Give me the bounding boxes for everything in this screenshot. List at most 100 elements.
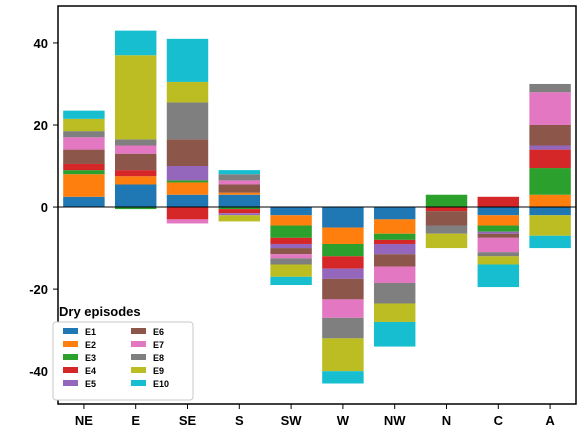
x-tick-label-se: SE [179, 413, 197, 428]
bar-w-e6 [322, 278, 364, 300]
bar-nw-e6 [373, 254, 416, 267]
bar-c-e3 [477, 225, 520, 232]
bar-w-e3 [322, 243, 364, 257]
legend-label-e3: E3 [85, 353, 96, 363]
bar-se-e2 [166, 182, 209, 195]
bar-w-e8 [322, 317, 364, 339]
x-tick-label-ne: NE [75, 413, 93, 428]
bar-sw-e5 [270, 243, 312, 249]
y-axis: -40 -20 0 20 40 [29, 36, 58, 379]
bar-ne-e8 [63, 131, 105, 138]
legend-label-e4: E4 [85, 366, 96, 376]
legend-title: Dry episodes [59, 304, 141, 319]
bar-se-e9 [166, 81, 209, 103]
legend-label-e10: E10 [153, 379, 169, 389]
bar-w-e4 [322, 256, 364, 269]
legend-swatch-e6 [131, 328, 146, 334]
bar-c-e2 [477, 215, 520, 226]
bar-a-e9 [529, 215, 571, 236]
bar-ne-e7 [63, 137, 105, 150]
bar-c-e9 [477, 256, 520, 265]
bar-se-e6 [166, 139, 209, 167]
legend-swatch-e4 [63, 367, 78, 373]
bar-a-e7 [529, 92, 571, 125]
bar-nw-e7 [373, 266, 416, 283]
y-tick-label: -20 [29, 282, 48, 297]
legend-swatch-e5 [63, 380, 78, 386]
bar-ne-e10 [63, 110, 105, 119]
bar-n-e9 [425, 233, 468, 249]
bar-ne-e9 [63, 118, 105, 132]
bar-w-e10 [322, 371, 364, 384]
x-tick-label-c: C [494, 413, 504, 428]
x-tick-label-a: A [545, 413, 555, 428]
bar-ne-e6 [63, 149, 105, 164]
bar-s-e9 [218, 215, 261, 222]
bar-c-e10 [477, 264, 520, 288]
bar-n-e3 [425, 194, 468, 208]
bar-sw-e7 [270, 254, 312, 259]
bar-w-e9 [322, 338, 364, 372]
legend-label-e7: E7 [153, 340, 164, 350]
bar-e-e1 [114, 184, 157, 208]
bar-s-e8 [218, 174, 261, 181]
legend-box [52, 321, 194, 401]
bar-a-e1 [529, 207, 571, 216]
bar-c-e7 [477, 237, 520, 253]
bar-se-e3 [166, 180, 209, 183]
bar-nw-e4 [373, 239, 416, 244]
bar-nw-e1 [373, 207, 416, 220]
bar-e-e2 [114, 176, 157, 185]
legend-label-e1: E1 [85, 327, 96, 337]
plot-frame [57, 5, 577, 405]
legend-swatch-e2 [63, 341, 78, 347]
bar-c-e6 [477, 233, 520, 238]
bar-s-e10 [218, 170, 261, 175]
x-tick-label-sw: SW [281, 413, 303, 428]
legend: Dry episodes E1 E2 E3 E4 E5 E6 E7 E8 E9 E10 [52, 304, 194, 401]
bar-w-e1 [322, 207, 364, 228]
bar-a-e5 [529, 145, 571, 150]
bar-a-e8 [529, 83, 571, 93]
x-tick-label-w: W [337, 413, 350, 428]
bar-n-e6 [425, 211, 468, 226]
legend-swatch-e3 [63, 354, 78, 360]
y-tick-label: -40 [29, 364, 48, 379]
bar-sw-e6 [270, 248, 312, 255]
bar-nw-e10 [373, 321, 416, 347]
bar-a-e3 [529, 168, 571, 195]
x-axis: NE E SE S SW W NW N C A [75, 404, 555, 428]
legend-swatch-e1 [63, 328, 78, 334]
bar-se-e7 [166, 219, 209, 224]
bar-sw-e4 [270, 237, 312, 244]
bar-e-e7 [114, 145, 157, 154]
legend-label-e2: E2 [85, 340, 96, 350]
legend-swatch-e8 [131, 354, 146, 360]
bar-a-e10 [529, 235, 571, 249]
bar-a-e6 [529, 124, 571, 146]
bar-nw-e3 [373, 233, 416, 240]
bar-sw-e10 [270, 276, 312, 286]
bar-w-e7 [322, 299, 364, 318]
bar-n-e4 [425, 207, 468, 212]
bar-c-e4 [477, 196, 520, 208]
bar-ne-e2 [63, 174, 105, 197]
bar-nw-e9 [373, 303, 416, 322]
bar-c-e5 [477, 231, 520, 234]
bar-s-e3 [218, 207, 261, 210]
bar-sw-e1 [270, 207, 312, 216]
x-tick-label-n: N [442, 413, 451, 428]
bar-se-e4 [166, 207, 209, 220]
legend-swatch-e7 [131, 341, 146, 347]
bar-w-e2 [322, 227, 364, 244]
bar-nw-e5 [373, 243, 416, 255]
legend-label-e6: E6 [153, 327, 164, 337]
legend-items: E1 E2 E3 E4 E5 E6 E7 E8 E9 E10 [63, 327, 169, 389]
y-tick-label: 20 [34, 118, 48, 133]
legend-label-e9: E9 [153, 366, 164, 376]
legend-swatch-e9 [131, 367, 146, 373]
legend-label-e5: E5 [85, 379, 96, 389]
y-tick-label: 0 [41, 200, 48, 215]
bar-n-e8 [425, 225, 468, 234]
